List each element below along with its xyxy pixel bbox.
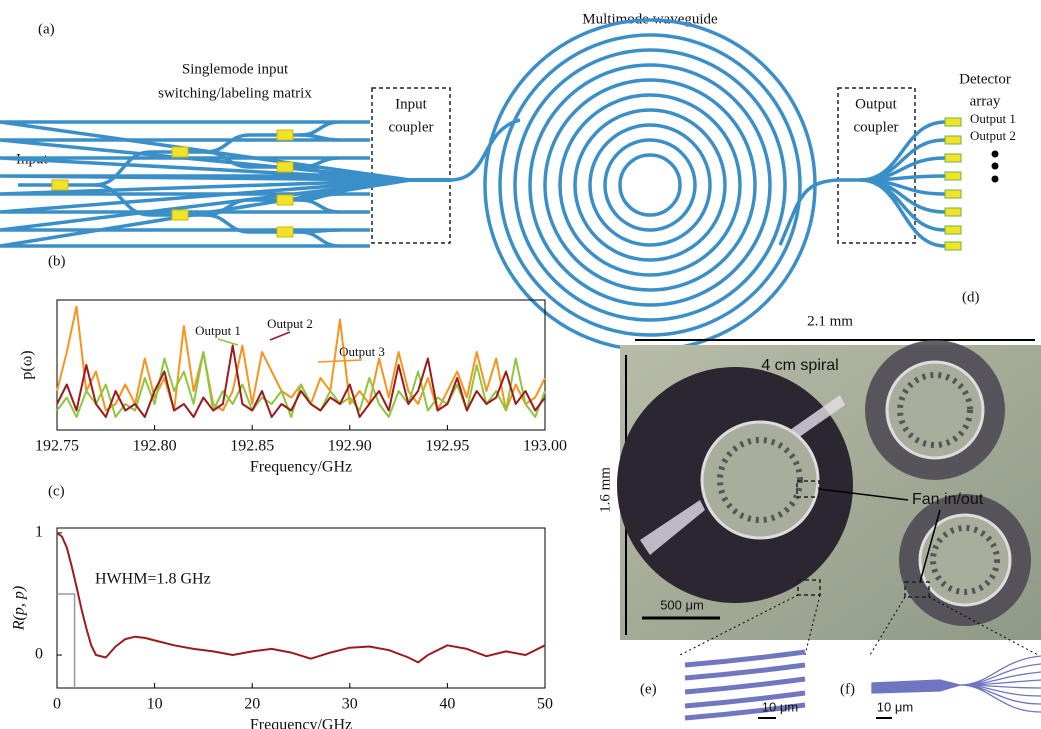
- detector: [945, 226, 961, 234]
- x-tick-label: 192.85: [230, 438, 274, 455]
- waveguide: [860, 180, 945, 246]
- series-label: Output 1: [195, 323, 241, 338]
- phase-shifter: [52, 180, 68, 190]
- data-line: [57, 533, 545, 663]
- coupler-label: coupler: [389, 119, 434, 135]
- y-tick-label: 1: [35, 524, 43, 541]
- spiral-turn: [590, 125, 710, 245]
- plot-frame: [57, 528, 545, 688]
- y-tick-label: 0: [35, 646, 43, 663]
- x-tick-label: 40: [439, 696, 455, 713]
- figure: (a) (b) (c) (d) (e) (f) Input Singlemode…: [0, 0, 1041, 729]
- scale-label: 10 μm: [762, 699, 798, 714]
- x-tick-label: 193.00: [523, 438, 567, 455]
- annotation: HWHM=1.8 GHz: [95, 571, 211, 588]
- x-tick-label: 0: [53, 696, 61, 713]
- detector: [945, 118, 961, 126]
- dot: [992, 163, 999, 170]
- coupler-label: Input: [395, 96, 427, 112]
- phase-shifter: [277, 195, 293, 205]
- spiral-turn: [620, 155, 680, 215]
- detector: [945, 172, 961, 180]
- phase-shifter: [277, 227, 293, 237]
- hwhm-marker: [57, 594, 75, 688]
- spiral-turn: [575, 110, 725, 260]
- matrix-label: switching/labeling matrix: [158, 85, 312, 101]
- detector: [945, 136, 961, 144]
- spiral-label: 4 cm spiral: [761, 357, 838, 374]
- series-label: Output 3: [339, 344, 385, 359]
- diagram: Input Singlemode input switching/labelin…: [0, 11, 1016, 350]
- detector: [945, 208, 961, 216]
- detector: [945, 190, 961, 198]
- x-tick-label: 50: [537, 696, 553, 713]
- output-label: Output 2: [970, 128, 1016, 143]
- leader: [270, 332, 290, 340]
- y-axis-label: R(p, p): [11, 586, 28, 631]
- fan-label: Fan in/out: [912, 491, 984, 508]
- data-line: [57, 346, 545, 418]
- coupler-label: coupler: [854, 119, 899, 135]
- detector: [945, 154, 961, 162]
- scale-label: 10 μm: [877, 699, 913, 714]
- series-label: Output 2: [267, 316, 313, 331]
- detector-label: Detector: [959, 71, 1011, 87]
- x-tick-label: 192.80: [133, 438, 177, 455]
- detector-label: array: [970, 93, 1001, 109]
- panel-label: (d): [962, 289, 980, 305]
- y-axis-label: p(ω): [19, 350, 36, 379]
- x-tick-label: 192.75: [35, 438, 79, 455]
- dot: [992, 176, 999, 183]
- spiral-turn: [560, 95, 740, 275]
- phase-shifter: [172, 147, 188, 157]
- x-axis-label: Frequency/GHz: [250, 459, 352, 476]
- x-tick-label: 10: [147, 696, 163, 713]
- matrix-label: Singlemode input: [182, 61, 289, 77]
- phase-shifter: [172, 210, 188, 220]
- panel-label: (a): [38, 21, 55, 37]
- spiral-turn: [515, 50, 785, 320]
- panel-label: (e): [640, 681, 657, 697]
- phase-shifter: [277, 130, 293, 140]
- detector: [945, 242, 961, 250]
- leader: [318, 360, 362, 362]
- x-tick-label: 192.95: [425, 438, 469, 455]
- phase-shifter: [277, 162, 293, 172]
- coupler-label: Output: [855, 96, 898, 112]
- scale-label: 500 μm: [660, 597, 704, 612]
- x-tick-label: 192.90: [328, 438, 372, 455]
- height-label: 1.6 mm: [597, 467, 613, 513]
- panel-label: (b): [48, 253, 66, 269]
- leader: [218, 339, 238, 345]
- panel-label: (f): [840, 681, 855, 697]
- output-label: Output 1: [970, 111, 1016, 126]
- width-label: 2.1 mm: [807, 313, 853, 329]
- x-tick-label: 20: [244, 696, 260, 713]
- photo: 2.1 mm 1.6 mm 4 cm spiral Fan in/out 500…: [597, 313, 1041, 718]
- x-tick-label: 30: [342, 696, 358, 713]
- dot: [992, 151, 999, 158]
- panel-label: (c): [48, 483, 65, 499]
- spiral-turn: [530, 65, 770, 305]
- x-axis-label: Frequency/GHz: [250, 717, 352, 729]
